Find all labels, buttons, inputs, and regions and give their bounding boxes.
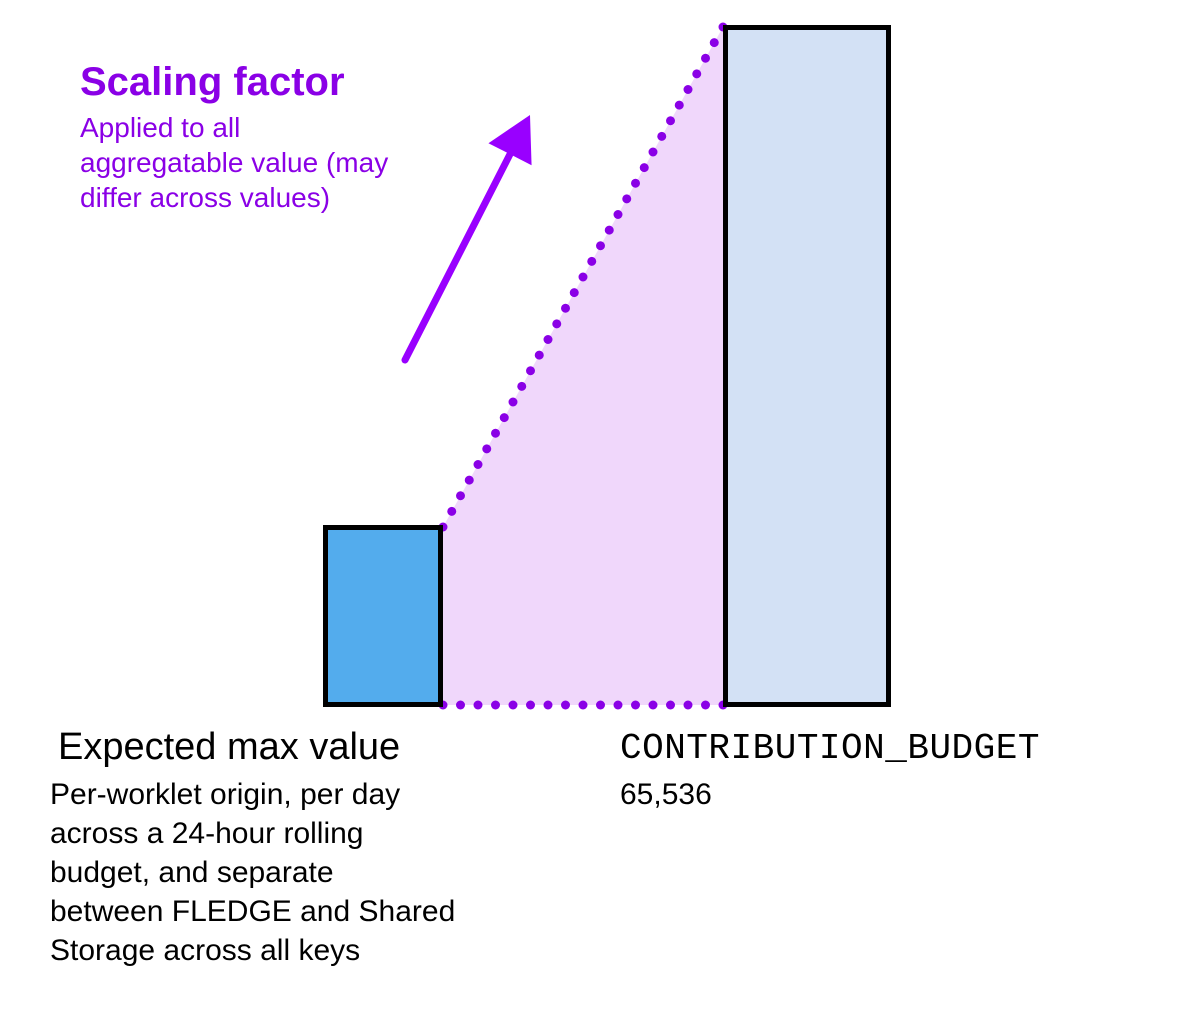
diagram-canvas: Scaling factor Applied to allaggregatabl… xyxy=(0,0,1200,1022)
contribution-budget-label: CONTRIBUTION_BUDGET xyxy=(620,728,1040,769)
expected-max-sublabel: Per-worklet origin, per dayacross a 24-h… xyxy=(50,775,530,970)
expected-max-bar xyxy=(323,525,443,707)
scaling-factor-description: Applied to allaggregatable value (maydif… xyxy=(80,110,480,215)
expected-max-label: Expected max value xyxy=(58,726,400,769)
scaling-factor-title: Scaling factor xyxy=(80,60,345,105)
contribution-budget-value: 65,536 xyxy=(620,775,712,814)
contribution-budget-bar xyxy=(723,25,891,707)
